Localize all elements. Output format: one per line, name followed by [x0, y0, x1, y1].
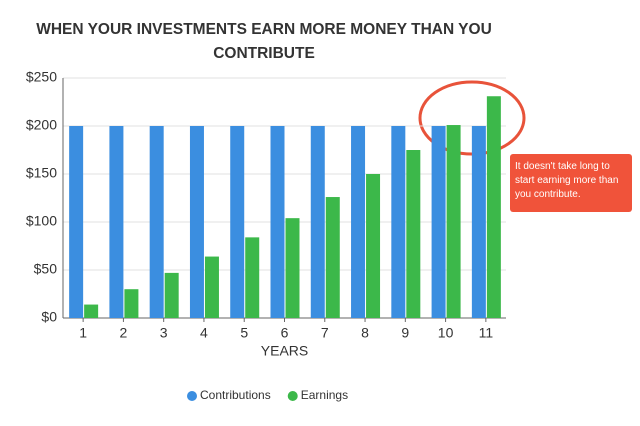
x-tick-label: 11	[479, 325, 494, 341]
x-tick-label: 3	[160, 325, 168, 341]
x-axis-label: YEARS	[261, 343, 308, 359]
legend-marker	[287, 391, 298, 401]
bar	[84, 304, 99, 318]
bar	[391, 126, 406, 318]
x-tick-label: 2	[120, 325, 128, 341]
bar	[366, 174, 381, 318]
y-tick-label: $250	[26, 69, 57, 85]
x-tick-label: 5	[240, 325, 248, 341]
bar	[285, 218, 300, 318]
chart-title: WHEN YOUR INVESTMENTS EARN MORE MONEY TH…	[36, 21, 492, 62]
y-tick-label: $150	[26, 165, 57, 181]
bar	[230, 126, 245, 318]
bar	[406, 150, 421, 318]
bar	[69, 126, 84, 318]
annotation: It doesn't take long to start earning mo…	[510, 154, 632, 212]
x-tick-label: 7	[321, 325, 329, 341]
bar	[189, 126, 204, 318]
y-tick-label: $200	[26, 117, 57, 133]
bar	[446, 125, 461, 318]
bar	[486, 96, 501, 319]
bar	[351, 126, 366, 318]
bar	[270, 126, 285, 318]
y-tick-label: $100	[26, 213, 57, 229]
x-tick-label: 8	[361, 325, 369, 341]
y-tick-label: $0	[41, 309, 57, 325]
bar	[471, 126, 486, 318]
x-tick-label: 6	[281, 325, 289, 341]
bar	[310, 126, 325, 318]
y-tick-label: $50	[34, 261, 58, 277]
bar	[164, 272, 179, 318]
x-tick-label: 9	[401, 325, 409, 341]
legend-label: Contributions	[200, 388, 271, 402]
bar	[109, 126, 124, 318]
x-tick-label: 4	[200, 325, 208, 341]
bar	[204, 256, 219, 318]
bar	[124, 289, 139, 318]
bar	[149, 126, 164, 318]
x-tick-label: 10	[438, 325, 454, 341]
bar	[431, 126, 446, 318]
bar	[245, 237, 260, 318]
x-tick-label: 1	[79, 325, 87, 341]
bar	[325, 197, 340, 318]
legend-marker	[187, 391, 197, 401]
legend-label: Earnings	[301, 388, 348, 402]
